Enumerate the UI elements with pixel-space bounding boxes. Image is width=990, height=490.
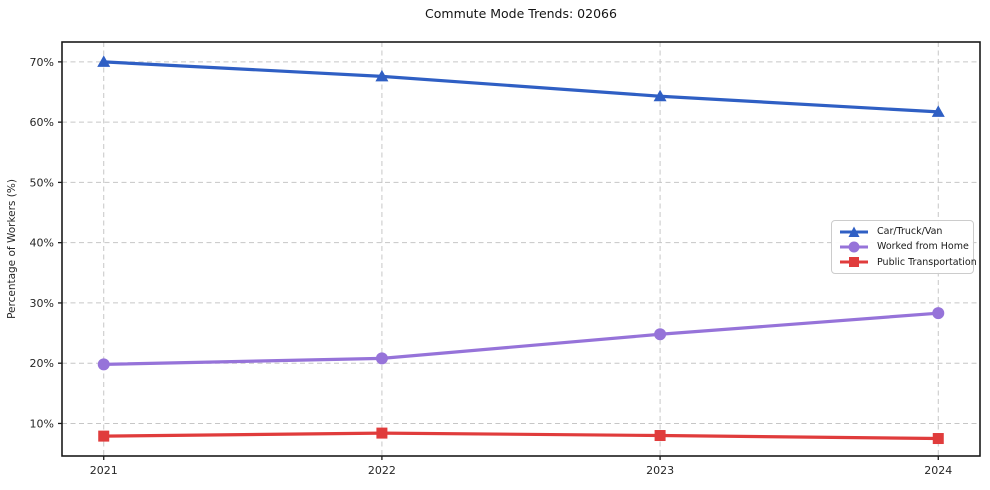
legend-label: Worked from Home	[877, 241, 969, 253]
data-point-worked-from-home	[932, 307, 945, 320]
x-tick-label: 2024	[924, 464, 952, 477]
y-tick-label: 40%	[30, 237, 54, 250]
legend-label: Car/Truck/Van	[877, 226, 943, 238]
y-tick-label: 30%	[30, 297, 54, 310]
legend-sample-worked-from-home	[840, 241, 868, 253]
y-tick-label: 50%	[30, 176, 54, 189]
series-line-public-transportation	[102, 431, 940, 441]
chart-title: Commute Mode Trends: 02066	[425, 6, 617, 21]
series-line-car-truck-van	[102, 60, 940, 114]
data-point-public-transportation	[98, 430, 110, 442]
x-tick-label: 2023	[646, 464, 674, 477]
data-point-car-truck-van	[97, 55, 111, 67]
legend-item-car-truck-van: Car/Truck/Van	[838, 225, 967, 239]
data-point-public-transportation	[654, 430, 666, 442]
y-tick-label: 70%	[30, 56, 54, 69]
x-tick-label: 2022	[368, 464, 396, 477]
series-line-worked-from-home	[102, 311, 940, 367]
data-point-car-truck-van	[375, 69, 389, 82]
legend: Car/Truck/Van Worked from Home Public Tr…	[831, 220, 977, 274]
data-point-car-truck-van	[931, 105, 945, 117]
data-point-worked-from-home	[97, 358, 110, 371]
y-axis-label: Percentage of Workers (%)	[6, 179, 18, 319]
y-tick-label: 60%	[30, 116, 54, 129]
plot-border	[61, 41, 981, 457]
legend-item-worked-from-home: Worked from Home	[838, 240, 969, 254]
x-tick-label: 2021	[90, 464, 118, 477]
legend-label: Public Transportation	[877, 256, 977, 268]
legend-sample-car-truck-van	[840, 226, 868, 237]
legend-item-public-transportation: Public Transportation	[838, 255, 977, 269]
data-point-worked-from-home	[375, 352, 388, 365]
legend-marker-triangle-icon	[848, 226, 860, 237]
legend-marker-square-icon	[849, 257, 859, 268]
data-point-worked-from-home	[654, 328, 667, 341]
y-tick-label: 20%	[30, 357, 54, 370]
data-point-public-transportation	[932, 433, 944, 445]
y-tick-label: 10%	[30, 417, 54, 430]
data-point-car-truck-van	[653, 89, 667, 102]
legend-marker-circle-icon	[848, 241, 860, 253]
data-point-public-transportation	[376, 427, 388, 439]
legend-sample-public-transportation	[840, 257, 868, 268]
